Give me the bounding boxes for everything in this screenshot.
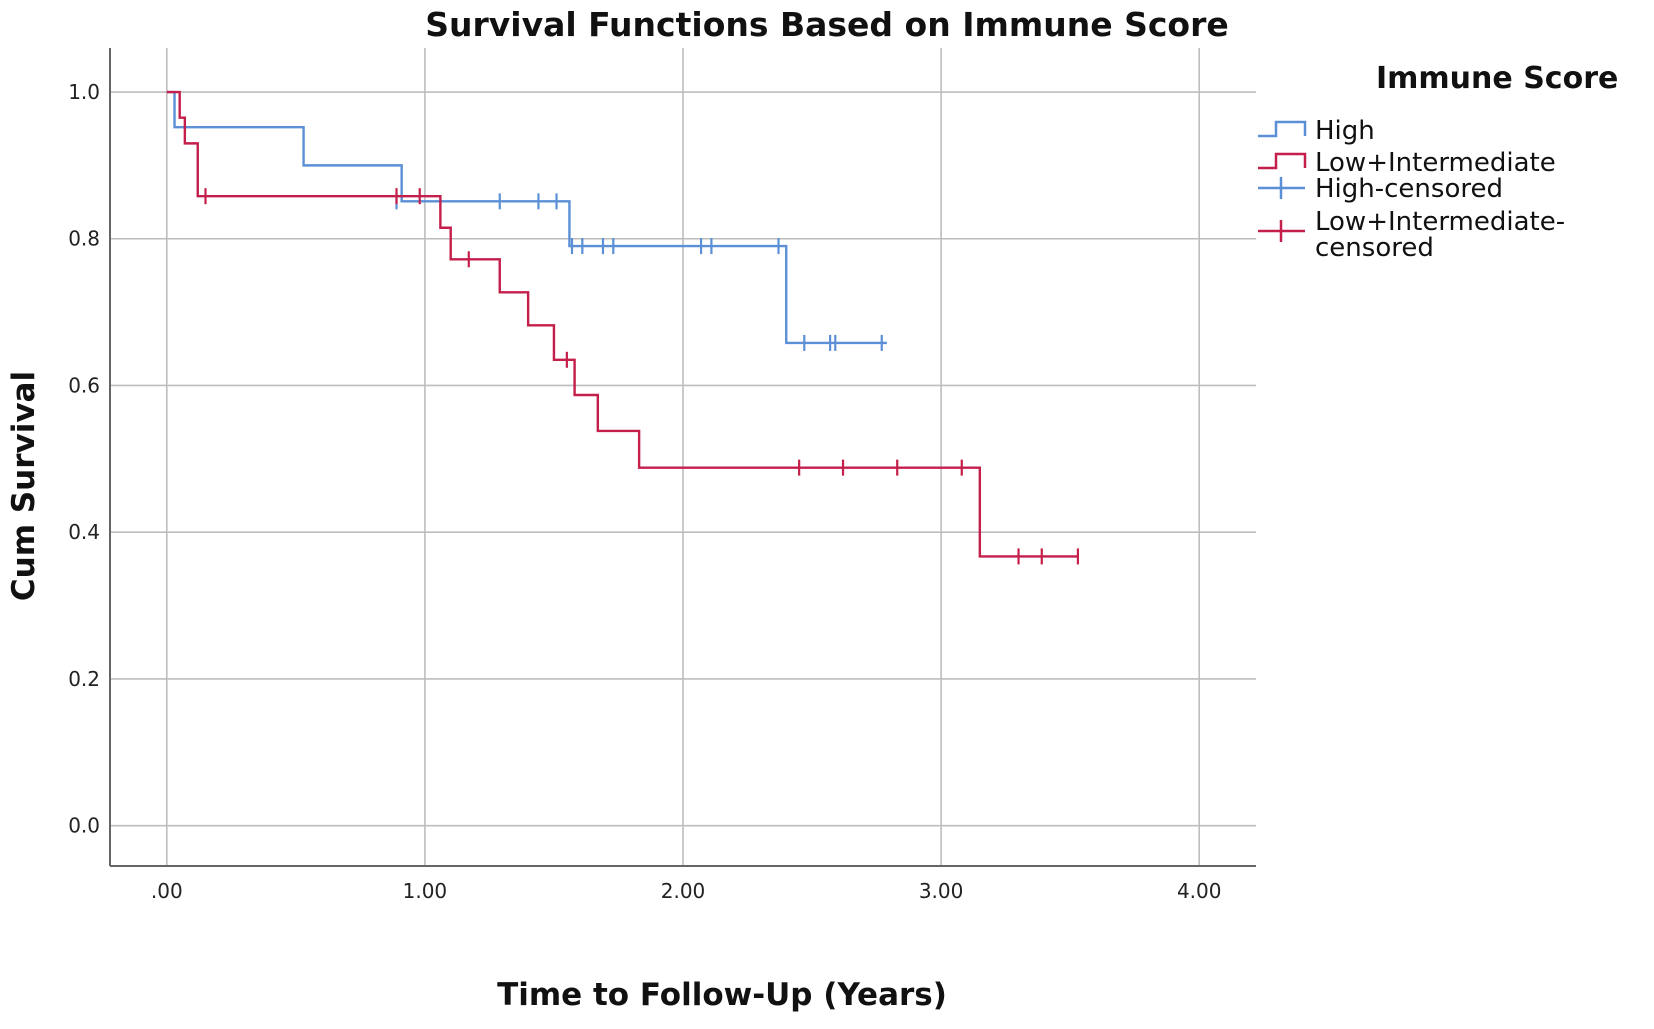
gridlines	[110, 48, 1256, 866]
legend-swatch-low-intermediate-censored	[1258, 220, 1305, 242]
legend-item-high-censored: High-censored	[1258, 174, 1503, 204]
legend: Immune Score High Low+Intermediate High-…	[1258, 61, 1618, 263]
axes	[109, 48, 1256, 867]
x-tick-label: .00	[151, 879, 183, 903]
y-tick-label: 0.0	[68, 814, 100, 838]
x-tick-labels: .00 1.00 2.00 3.00 4.00	[151, 879, 1222, 903]
censor-marks	[204, 188, 1080, 565]
chart-title: Survival Functions Based on Immune Score	[425, 5, 1229, 44]
y-tick-label: 0.6	[68, 373, 100, 397]
legend-swatch-high	[1258, 120, 1307, 138]
x-tick-label: 1.00	[403, 879, 448, 903]
y-tick-label: 0.2	[68, 667, 100, 691]
legend-item-low-intermediate: Low+Intermediate	[1258, 148, 1556, 178]
series-line-low-intermediate	[166, 90, 1078, 558]
series-lines	[166, 90, 1078, 558]
legend-swatch-high-censored	[1258, 177, 1305, 199]
legend-label-high: High	[1315, 116, 1375, 146]
legend-label-line-2: censored	[1315, 233, 1434, 263]
legend-label-high-censored: High-censored	[1315, 174, 1503, 204]
legend-label-low-intermediate: Low+Intermediate	[1315, 148, 1556, 178]
y-axis-title: Cum Survival	[6, 371, 42, 601]
x-tick-label: 4.00	[1177, 879, 1222, 903]
legend-item-high: High	[1258, 116, 1375, 146]
legend-swatch-low-intermediate	[1258, 152, 1307, 170]
legend-item-low-intermediate-censored: Low+Intermediate- censored	[1258, 207, 1573, 263]
legend-label-low-intermediate-censored: Low+Intermediate- censored	[1315, 207, 1573, 263]
x-tick-label: 2.00	[661, 879, 706, 903]
y-tick-label: 0.4	[68, 520, 100, 544]
legend-label-line-1: Low+Intermediate-	[1315, 207, 1565, 237]
y-tick-label: 1.0	[68, 80, 100, 104]
y-tick-labels: 0.0 0.2 0.4 0.6 0.8 1.0	[68, 80, 100, 838]
legend-title: Immune Score	[1376, 61, 1618, 96]
x-axis-title: Time to Follow-Up (Years)	[497, 977, 947, 1013]
y-tick-label: 0.8	[68, 227, 100, 251]
x-tick-label: 3.00	[919, 879, 964, 903]
series-line-high	[166, 90, 887, 345]
